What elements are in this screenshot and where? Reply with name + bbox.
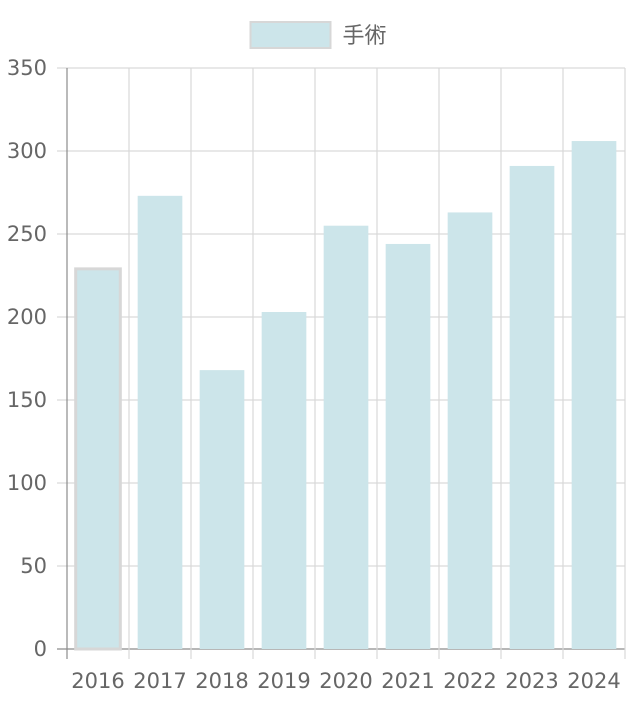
- x-tick-label: 2017: [133, 669, 186, 693]
- y-tick-label: 150: [7, 388, 47, 412]
- bar-2019[interactable]: [261, 312, 307, 649]
- y-tick-label: 100: [7, 471, 47, 495]
- legend-label[interactable]: 手術: [343, 24, 387, 49]
- y-tick-label: 50: [20, 554, 47, 578]
- x-tick-label: 2021: [381, 669, 434, 693]
- legend-swatch[interactable]: [249, 21, 332, 49]
- bar-2021[interactable]: [385, 243, 431, 649]
- y-tick-label: 350: [7, 56, 47, 80]
- x-tick-label: 2023: [505, 669, 558, 693]
- y-tick-label: 300: [7, 139, 47, 163]
- axes-layer: 0 50 100 150 200 250 300 350 2016 2017 2018 2019 202…: [7, 56, 621, 693]
- x-tick-label: 2024: [567, 669, 620, 693]
- x-tick-label: 2020: [319, 669, 372, 693]
- y-tick-label: 0: [34, 637, 47, 661]
- bars-layer: [74, 141, 617, 651]
- bar-2017[interactable]: [137, 195, 183, 649]
- x-tick-label: 2018: [195, 669, 248, 693]
- y-tick-label: 200: [7, 305, 47, 329]
- bar-2023[interactable]: [509, 165, 555, 649]
- bar-2022[interactable]: [447, 212, 493, 650]
- bar-2024[interactable]: [571, 141, 617, 650]
- bar-2016[interactable]: [74, 267, 122, 651]
- x-tick-label: 2016: [71, 669, 124, 693]
- x-tick-label: 2022: [443, 669, 496, 693]
- bar-2020[interactable]: [323, 225, 369, 649]
- legend[interactable]: 手術: [249, 21, 387, 49]
- x-tick-label: 2019: [257, 669, 310, 693]
- y-tick-label: 250: [7, 222, 47, 246]
- bar-2018[interactable]: [199, 370, 245, 649]
